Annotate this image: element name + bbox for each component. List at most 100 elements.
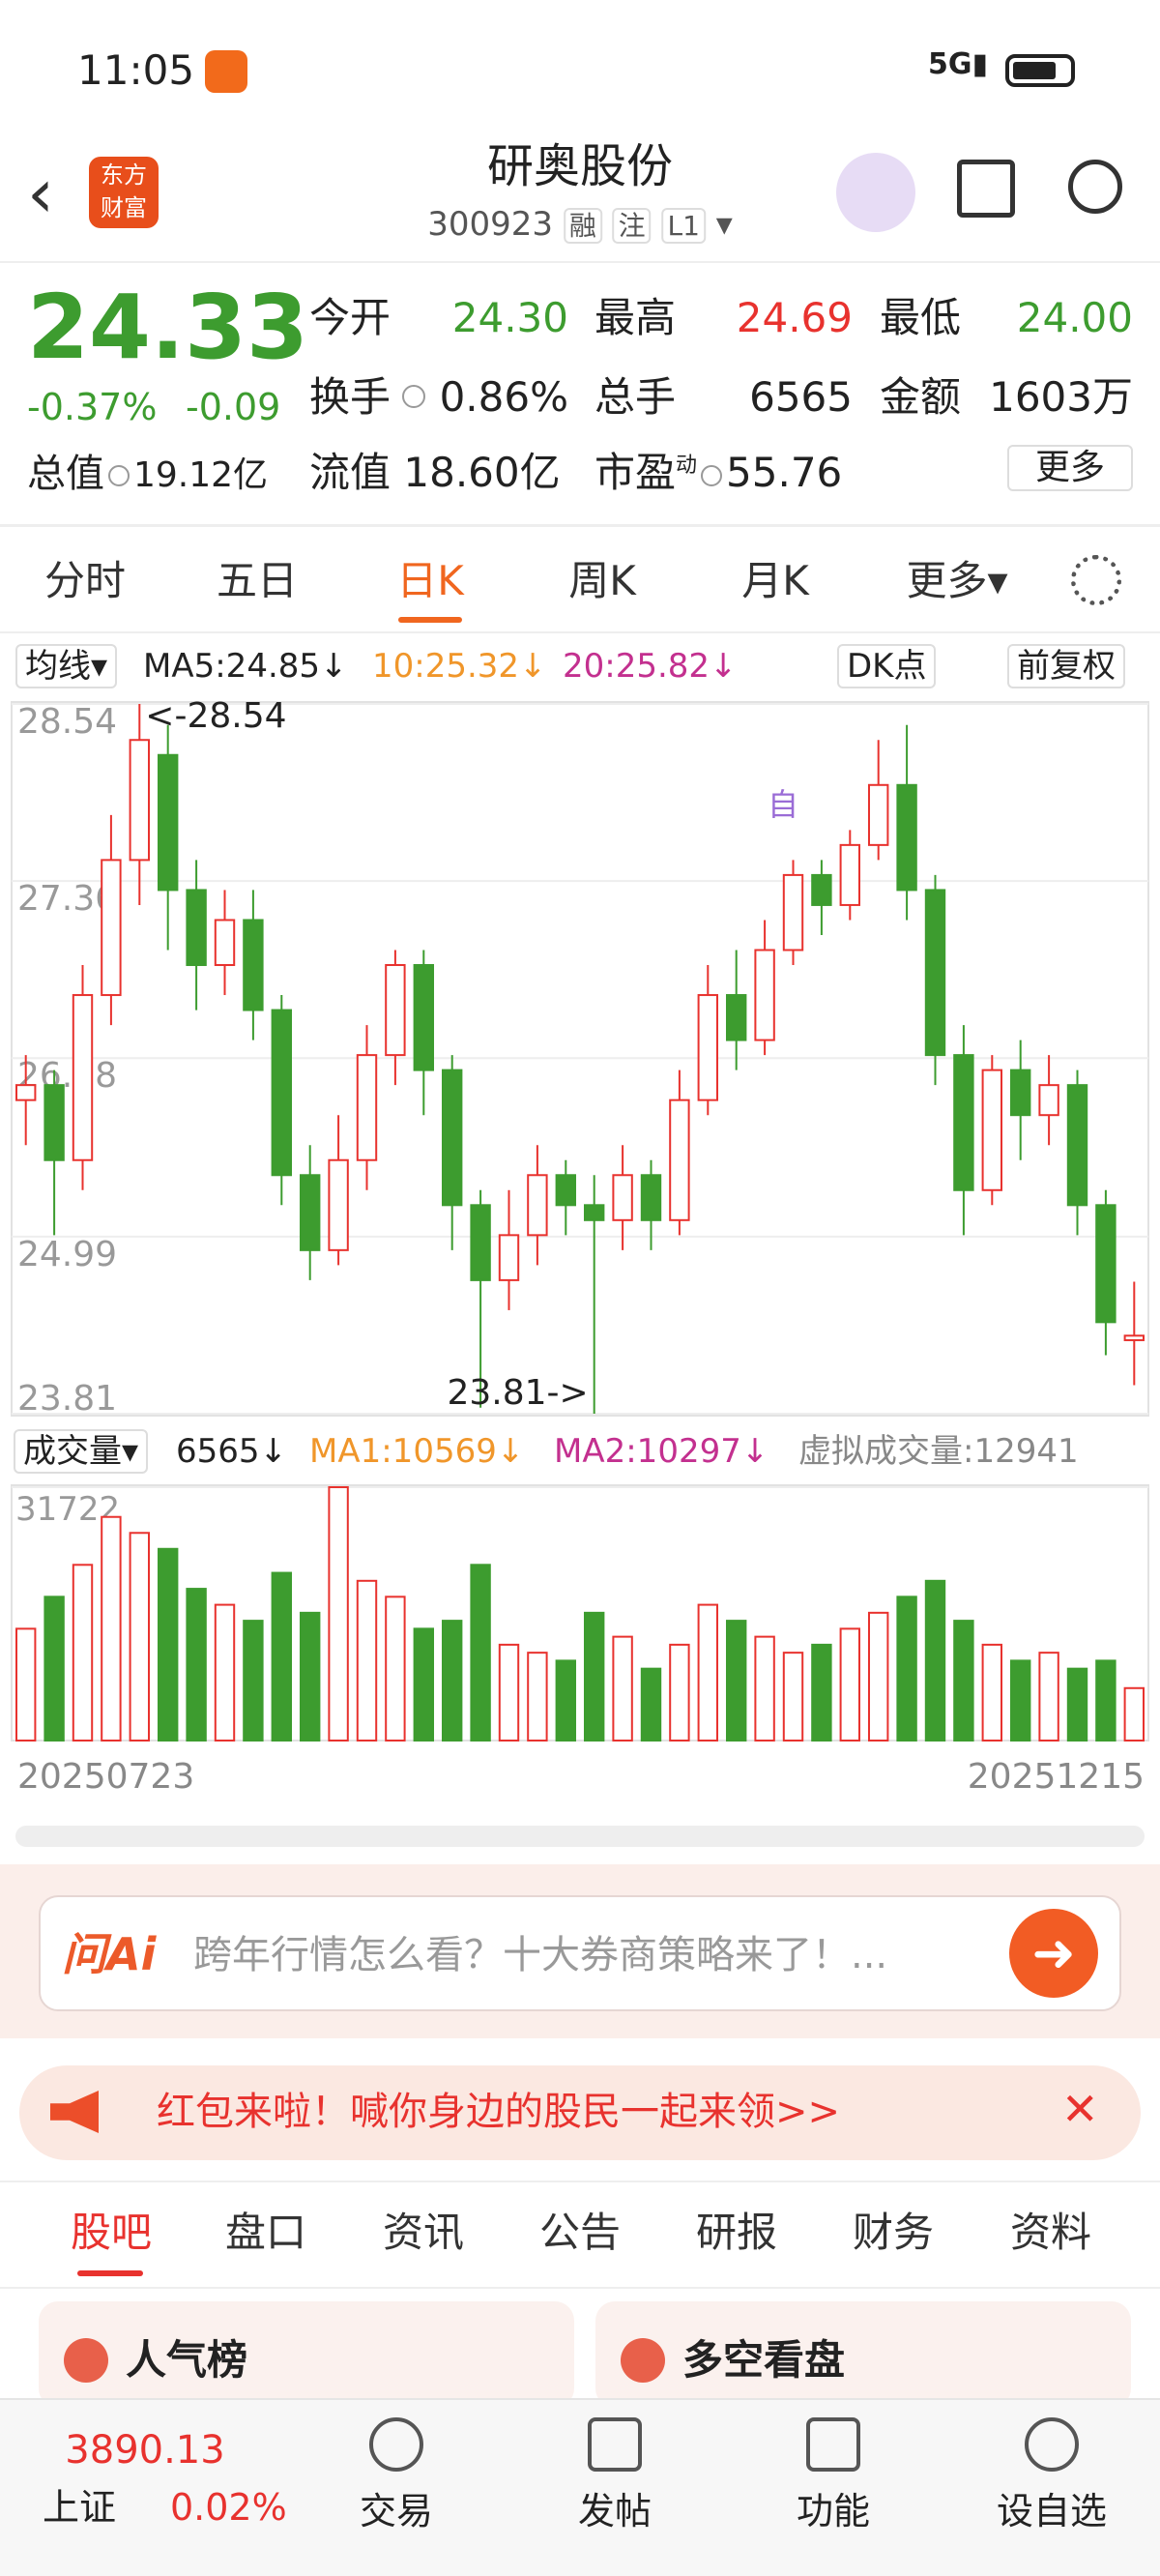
banner-close[interactable]: ✕ bbox=[1061, 2083, 1099, 2135]
volume-bar bbox=[1123, 1686, 1146, 1742]
divider bbox=[0, 261, 1160, 263]
volume-bar bbox=[271, 1571, 293, 1742]
candle-body bbox=[697, 994, 719, 1101]
section-tab[interactable]: 财务 bbox=[852, 2209, 935, 2256]
volume-bar bbox=[754, 1635, 775, 1742]
divider bbox=[0, 631, 1160, 633]
volume-bar bbox=[385, 1595, 406, 1742]
nav-label[interactable]: 交易 bbox=[359, 2490, 434, 2532]
candle-body bbox=[101, 859, 122, 997]
card[interactable] bbox=[39, 2301, 574, 2408]
period-tab[interactable]: 分时 bbox=[44, 557, 127, 604]
volume-toggle[interactable]: 成交量▾ bbox=[14, 1429, 149, 1474]
candle-body bbox=[129, 739, 151, 862]
price: 24.33 bbox=[27, 276, 309, 379]
scrollbar[interactable] bbox=[15, 1826, 1145, 1847]
period-tab[interactable]: 周K bbox=[568, 557, 636, 604]
volume-bar bbox=[811, 1643, 832, 1742]
banner[interactable] bbox=[19, 2065, 1141, 2160]
candle-body bbox=[640, 1174, 662, 1221]
settings[interactable] bbox=[1071, 555, 1121, 605]
volume-bar bbox=[896, 1595, 917, 1742]
field-value: 1603万 bbox=[989, 373, 1133, 421]
card-title: 多空看盘 bbox=[682, 2336, 846, 2384]
section-tab[interactable]: 公告 bbox=[538, 2209, 622, 2256]
candle-body bbox=[72, 994, 94, 1161]
candle-body bbox=[498, 1234, 520, 1281]
divider bbox=[0, 524, 1160, 527]
section-tab[interactable]: 资讯 bbox=[382, 2209, 465, 2256]
card-title: 人气榜 bbox=[126, 2336, 248, 2384]
virtual-volume: 虚拟成交量:12941 bbox=[798, 1432, 1079, 1471]
divider bbox=[0, 2287, 1160, 2289]
label: 市盈 bbox=[594, 449, 677, 496]
back[interactable]: ‹ bbox=[27, 154, 54, 233]
period-tab[interactable]: 月K bbox=[741, 557, 809, 604]
more-button[interactable]: 更多 bbox=[1007, 445, 1133, 491]
volume-bar bbox=[1038, 1652, 1059, 1742]
period-tab[interactable]: 更多▾ bbox=[906, 557, 1008, 604]
ma-toggle[interactable]: 均线▾ bbox=[15, 644, 118, 688]
info-icon bbox=[402, 385, 425, 408]
marker: 自 bbox=[768, 786, 798, 823]
card[interactable] bbox=[595, 2301, 1131, 2408]
dk-button[interactable]: DK点 bbox=[837, 644, 937, 688]
volume-bar bbox=[640, 1667, 662, 1742]
search[interactable] bbox=[1068, 160, 1122, 214]
field-label: 换手 bbox=[309, 373, 392, 421]
period-tab[interactable]: 五日 bbox=[216, 557, 299, 604]
candle-body bbox=[157, 753, 179, 892]
index-change: 0.02% bbox=[170, 2486, 287, 2529]
section-tab[interactable]: 股吧 bbox=[70, 2209, 153, 2256]
float: 流值 18.60亿 bbox=[309, 453, 561, 493]
divider bbox=[0, 2181, 1160, 2182]
active-underline bbox=[398, 617, 462, 623]
pe: 市盈动 55.76 bbox=[594, 453, 842, 493]
section-tab[interactable]: 盘口 bbox=[224, 2209, 307, 2256]
vol-ma2: MA2:10297↓ bbox=[554, 1432, 769, 1471]
ai-brand: 问Ai bbox=[62, 1928, 157, 1980]
candle-body bbox=[669, 1098, 690, 1221]
nav-icon bbox=[588, 2417, 642, 2472]
candle-body bbox=[470, 1204, 491, 1281]
field-label: 今开 bbox=[309, 294, 392, 341]
candle-body bbox=[1123, 1334, 1146, 1341]
card-icon bbox=[64, 2338, 108, 2383]
ma10: 10:25.32↓ bbox=[372, 647, 547, 686]
adjust-button[interactable]: 前复权 bbox=[1007, 644, 1125, 688]
period-tab[interactable]: 日K bbox=[396, 557, 464, 604]
field-label: 总手 bbox=[594, 373, 677, 421]
index-value[interactable]: 3890.13 bbox=[65, 2428, 225, 2473]
candle-body bbox=[385, 964, 406, 1057]
volume-bar bbox=[583, 1611, 605, 1742]
nav-label[interactable]: 设自选 bbox=[996, 2490, 1108, 2532]
candle-body bbox=[413, 964, 435, 1071]
assistant[interactable] bbox=[836, 153, 915, 232]
share[interactable] bbox=[957, 160, 1015, 218]
candle-body bbox=[725, 994, 747, 1041]
volume-bar bbox=[413, 1627, 435, 1742]
badge: L1 bbox=[661, 208, 706, 244]
badge: 注 bbox=[612, 208, 652, 244]
value: 18.60亿 bbox=[403, 449, 561, 496]
signal: 5G▮ bbox=[928, 47, 989, 81]
logo-line: 财富 bbox=[101, 194, 147, 221]
logo-line: 东方 bbox=[101, 161, 147, 189]
volume-bar bbox=[157, 1547, 179, 1742]
volume-bar bbox=[867, 1611, 889, 1742]
volume-bar bbox=[1095, 1659, 1116, 1742]
ai-box[interactable] bbox=[39, 1895, 1121, 2011]
section-tab[interactable]: 资料 bbox=[1009, 2209, 1092, 2256]
candle-body bbox=[1066, 1084, 1088, 1207]
active-underline bbox=[77, 2270, 143, 2276]
ai-go[interactable]: ➜ bbox=[1009, 1909, 1098, 1998]
volume-bar bbox=[612, 1635, 633, 1742]
section-tab[interactable]: 研报 bbox=[695, 2209, 778, 2256]
candle-body bbox=[782, 873, 804, 951]
high-annotation: <-28.54 bbox=[145, 696, 286, 736]
candle-body bbox=[612, 1174, 633, 1221]
nav-label[interactable]: 发帖 bbox=[577, 2490, 652, 2532]
nav-label[interactable]: 功能 bbox=[796, 2490, 871, 2532]
volume-bar bbox=[129, 1532, 151, 1742]
volume-bar bbox=[470, 1564, 491, 1742]
